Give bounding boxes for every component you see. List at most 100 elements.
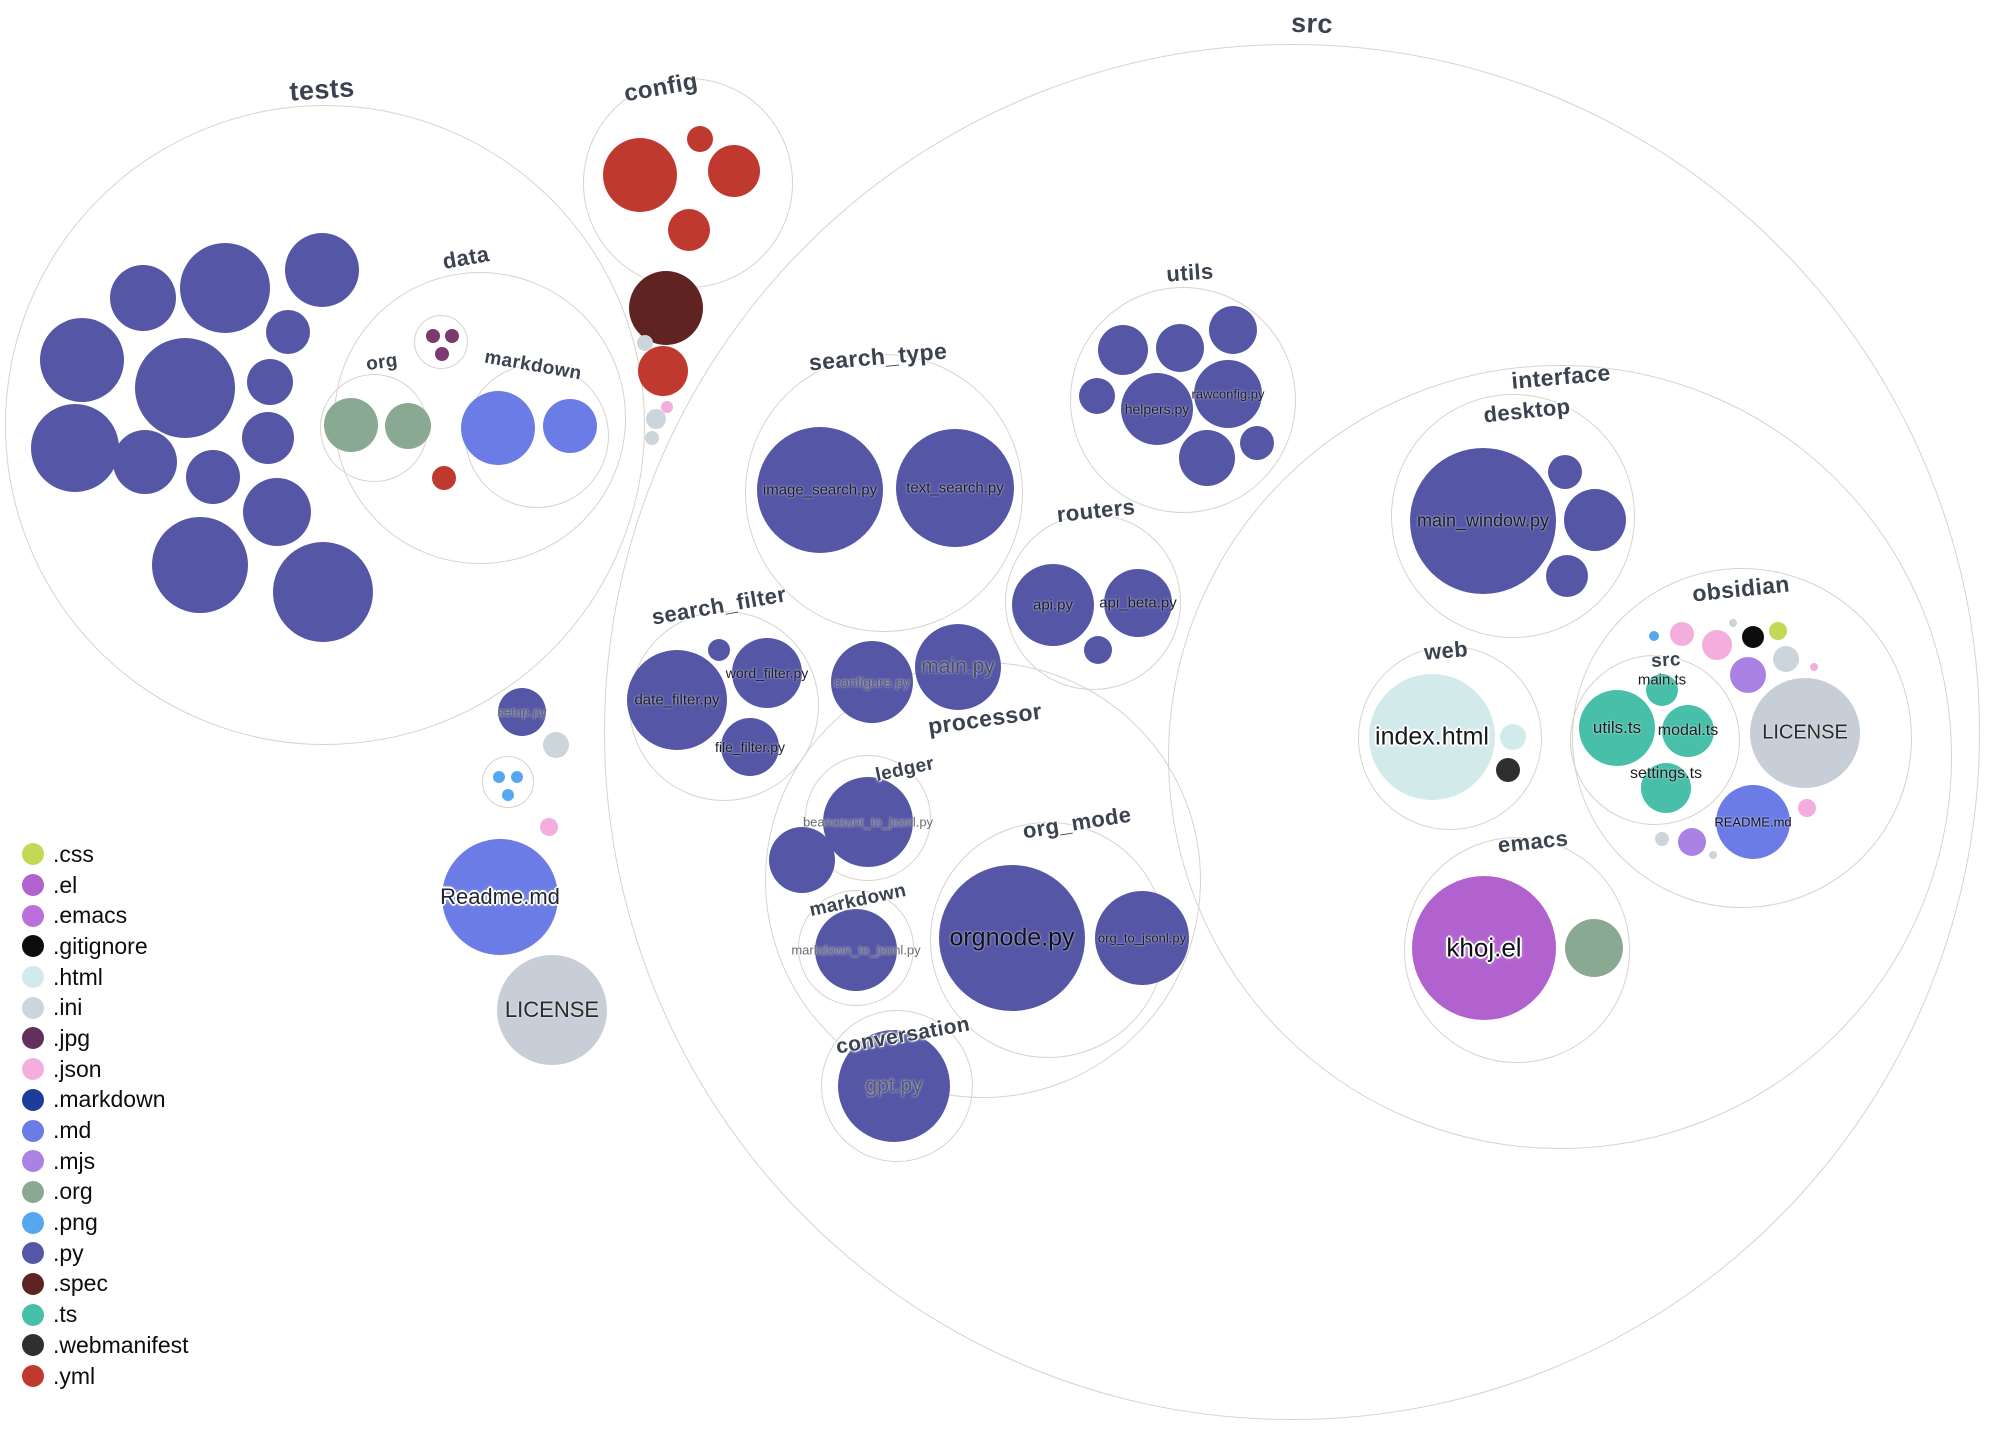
file-circle-utils.ts[interactable] [1579, 690, 1655, 766]
file-circle-modal.ts[interactable] [1662, 705, 1714, 757]
file-circle-py[interactable] [40, 318, 124, 402]
file-circle-ini[interactable] [1773, 646, 1799, 672]
file-circle-mjs[interactable] [1730, 657, 1766, 693]
file-circle-yml[interactable] [708, 145, 760, 197]
file-circle-py[interactable] [1098, 325, 1148, 375]
file-circle-setup.py[interactable] [498, 688, 546, 736]
file-circle-py[interactable] [242, 412, 294, 464]
file-circle-text_search.py[interactable] [896, 429, 1014, 547]
file-circle-ini[interactable] [646, 409, 666, 429]
folder-circle-desktop[interactable] [1391, 394, 1635, 638]
file-circle-org[interactable] [385, 403, 431, 449]
file-circle-yml[interactable] [687, 126, 713, 152]
folder-circle-search_type[interactable] [745, 354, 1023, 632]
file-circle-py[interactable] [1564, 489, 1626, 551]
file-circle-gitignore[interactable] [1742, 626, 1764, 648]
folder-circle-root-png-folder[interactable] [482, 756, 534, 808]
file-circle-LICENSE[interactable] [497, 955, 607, 1065]
file-circle-json[interactable] [661, 401, 673, 413]
file-circle-khoj.el[interactable] [1412, 876, 1556, 1020]
file-circle-py[interactable] [243, 478, 311, 546]
file-circle-ini[interactable] [1709, 851, 1717, 859]
file-circle-jpg[interactable] [445, 329, 459, 343]
file-circle-settings.ts[interactable] [1641, 763, 1691, 813]
file-circle-org[interactable] [324, 398, 378, 452]
file-circle-ini[interactable] [1655, 832, 1669, 846]
file-circle-png[interactable] [502, 789, 514, 801]
file-circle-mjs[interactable] [1678, 828, 1706, 856]
file-circle-configure.py[interactable] [831, 641, 913, 723]
file-circle-md[interactable] [461, 391, 535, 465]
file-circle-jpg[interactable] [426, 329, 440, 343]
file-circle-api_beta.py[interactable] [1104, 569, 1172, 637]
file-circle-org[interactable] [1565, 919, 1623, 977]
file-circle-README.md[interactable] [1716, 785, 1790, 859]
file-circle-rawconfig.py[interactable] [1194, 360, 1262, 428]
file-circle-yml[interactable] [432, 466, 456, 490]
file-circle-main.py[interactable] [915, 624, 1001, 710]
file-circle-LICENSE[interactable] [1750, 678, 1860, 788]
file-circle-py[interactable] [247, 359, 293, 405]
file-circle-py[interactable] [186, 450, 240, 504]
file-circle-py[interactable] [285, 233, 359, 307]
file-circle-py[interactable] [180, 243, 270, 333]
folder-circle-conversation[interactable] [821, 1010, 973, 1162]
file-circle-png[interactable] [493, 771, 505, 783]
folder-circle-tests[interactable] [5, 105, 645, 745]
file-circle-json[interactable] [1798, 799, 1816, 817]
file-circle-py[interactable] [135, 338, 235, 438]
file-circle-jpg[interactable] [435, 347, 449, 361]
folder-circle-ledger[interactable] [805, 755, 931, 881]
file-circle-json[interactable] [1702, 630, 1732, 660]
file-circle-date_filter.py[interactable] [627, 650, 727, 750]
file-circle-ini[interactable] [645, 431, 659, 445]
folder-circle-web[interactable] [1358, 646, 1542, 830]
file-circle-py[interactable] [1084, 636, 1112, 664]
file-circle-py[interactable] [1209, 306, 1257, 354]
file-circle-api.py[interactable] [1012, 564, 1094, 646]
file-circle-org_to_jsonl.py[interactable] [1095, 891, 1189, 985]
folder-circle-obsidian-src[interactable] [1570, 655, 1740, 825]
folder-circle-emacs[interactable] [1404, 837, 1630, 1063]
file-circle-py[interactable] [266, 310, 310, 354]
file-circle-markdown_to_jsonl.py[interactable] [815, 909, 897, 991]
file-circle-yml[interactable] [603, 138, 677, 212]
file-circle-py[interactable] [1156, 324, 1204, 372]
file-circle-main_window.py[interactable] [1410, 448, 1556, 594]
file-circle-ini[interactable] [543, 732, 569, 758]
folder-circle-utils[interactable] [1070, 287, 1296, 513]
file-circle-py[interactable] [1548, 455, 1582, 489]
file-circle-py[interactable] [273, 542, 373, 642]
file-circle-json[interactable] [1810, 663, 1818, 671]
file-circle-py[interactable] [769, 827, 835, 893]
file-circle-py[interactable] [1179, 430, 1235, 486]
file-circle-png[interactable] [511, 771, 523, 783]
file-circle-Readme.md[interactable] [442, 839, 558, 955]
file-circle-py[interactable] [113, 430, 177, 494]
file-circle-image_search.py[interactable] [757, 427, 883, 553]
file-circle-yml[interactable] [668, 209, 710, 251]
file-circle-index.html[interactable] [1369, 674, 1495, 800]
file-circle-beancount_to_jsonl.py[interactable] [823, 777, 913, 867]
folder-circle-data-jpg-folder[interactable] [414, 315, 468, 369]
file-circle-file_filter.py[interactable] [721, 718, 779, 776]
file-circle-py[interactable] [708, 639, 730, 661]
file-circle-helpers.py[interactable] [1121, 373, 1193, 445]
file-circle-spec[interactable] [629, 271, 703, 345]
file-circle-main.ts[interactable] [1646, 674, 1678, 706]
file-circle-md[interactable] [543, 399, 597, 453]
file-circle-word_filter.py[interactable] [732, 638, 802, 708]
folder-circle-interface[interactable] [1168, 365, 1952, 1149]
file-circle-py[interactable] [1546, 555, 1588, 597]
file-circle-css[interactable] [1769, 622, 1787, 640]
file-circle-json[interactable] [1670, 622, 1694, 646]
file-circle-gpt.py[interactable] [838, 1030, 950, 1142]
file-circle-yml[interactable] [638, 346, 688, 396]
file-circle-webmanifest[interactable] [1496, 758, 1520, 782]
file-circle-py[interactable] [110, 265, 176, 331]
file-circle-json[interactable] [540, 818, 558, 836]
file-circle-py[interactable] [1240, 426, 1274, 460]
file-circle-orgnode.py[interactable] [939, 865, 1085, 1011]
folder-circle-processor-markdown[interactable] [798, 890, 914, 1006]
file-circle-html[interactable] [1500, 724, 1526, 750]
